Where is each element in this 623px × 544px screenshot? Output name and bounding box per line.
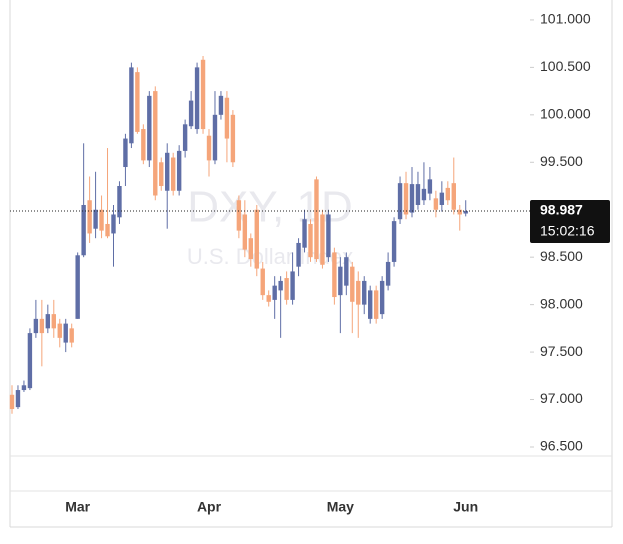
candle-body: [296, 242, 301, 267]
candle-body: [439, 192, 445, 205]
candle-body: [463, 210, 468, 214]
candle-body: [451, 183, 456, 210]
candle-body: [397, 183, 403, 220]
y-tick-label: 99.500: [540, 153, 583, 169]
candle-body: [194, 67, 200, 130]
candle-body: [45, 314, 51, 329]
candle-body: [165, 152, 170, 191]
candle-body: [188, 100, 194, 127]
candle-body: [51, 314, 56, 329]
candle-body: [320, 214, 325, 265]
candle-body: [254, 209, 259, 269]
y-tick-label: 98.500: [540, 248, 583, 264]
candle-body: [123, 138, 128, 168]
candle-body: [266, 295, 271, 302]
candle-body: [242, 214, 248, 250]
candle-body: [111, 214, 116, 234]
candle-body: [27, 333, 33, 389]
candle-body: [230, 114, 236, 163]
y-tick-label: 97.500: [540, 343, 583, 359]
x-tick-label: May: [327, 499, 354, 515]
candle-body: [373, 290, 379, 319]
candle-body: [236, 200, 242, 231]
candle-body: [63, 323, 68, 343]
countdown-label: 15:02:16: [540, 223, 595, 239]
candle-body: [385, 261, 391, 286]
candle-body: [356, 280, 361, 305]
candle-body: [362, 280, 367, 305]
candle-body: [206, 135, 212, 161]
candle-body: [248, 238, 253, 260]
y-tick-label: 97.000: [540, 390, 583, 406]
candle-body: [141, 129, 146, 161]
candle-body: [153, 91, 158, 196]
candle-body: [403, 183, 409, 215]
candle-body: [445, 187, 451, 201]
candle-body: [200, 59, 206, 130]
candle-body: [117, 186, 122, 218]
candle-body: [278, 280, 283, 291]
candle-body: [182, 124, 188, 151]
candle-body: [344, 257, 349, 286]
candle-body: [21, 385, 27, 391]
y-tick-label: 100.500: [540, 58, 591, 74]
candle-body: [69, 328, 74, 343]
candle-body: [326, 214, 331, 258]
candle-body: [87, 200, 92, 234]
candle-body: [433, 198, 439, 210]
candle-body: [33, 318, 39, 334]
candle-body: [159, 162, 164, 187]
candle-body: [260, 268, 265, 296]
candle-body: [81, 204, 86, 256]
candle-body: [218, 95, 224, 115]
candle-body: [105, 223, 110, 237]
last-price-label: 98.987: [540, 202, 583, 218]
candle-body: [284, 278, 289, 300]
x-tick-label: Mar: [65, 499, 90, 515]
candle-body: [129, 67, 134, 144]
y-tick-label: 98.000: [540, 295, 583, 311]
candle-body: [302, 219, 307, 248]
candle-body: [415, 184, 421, 205]
candle-body: [75, 255, 80, 319]
candle-body: [427, 179, 433, 194]
candle-body: [212, 114, 218, 161]
candle-body: [57, 323, 62, 338]
x-tick-label: Apr: [197, 499, 222, 515]
candle-body: [332, 252, 337, 298]
candle-body: [135, 72, 140, 132]
candle-body: [314, 179, 319, 260]
candle-body: [409, 184, 415, 213]
candle-body: [9, 394, 15, 410]
candle-body: [290, 271, 295, 300]
watermark-subtitle: U.S. Dollar Index: [187, 244, 353, 269]
watermark-title: DXY, 1D: [187, 183, 353, 232]
candle-body: [272, 285, 277, 300]
candle-body: [170, 157, 176, 191]
candle-body: [379, 280, 385, 315]
candle-body: [93, 209, 98, 229]
candle-body: [224, 97, 230, 139]
candle-body: [457, 209, 462, 215]
candle-body: [99, 209, 104, 231]
candle-body: [15, 390, 21, 408]
candle-body: [338, 266, 343, 296]
y-tick-label: 100.000: [540, 106, 591, 122]
candle-body: [39, 318, 45, 334]
candle-body: [421, 188, 427, 201]
candle-body: [391, 221, 397, 262]
candle-body: [368, 290, 373, 319]
candle-body: [176, 150, 182, 191]
candle-body: [308, 223, 313, 258]
candle-body: [147, 95, 152, 161]
candle-body: [350, 266, 355, 302]
y-tick-label: 96.500: [540, 438, 583, 454]
y-tick-label: 101.000: [540, 11, 591, 27]
price-label-box: [530, 199, 610, 243]
x-tick-label: Jun: [453, 499, 478, 515]
